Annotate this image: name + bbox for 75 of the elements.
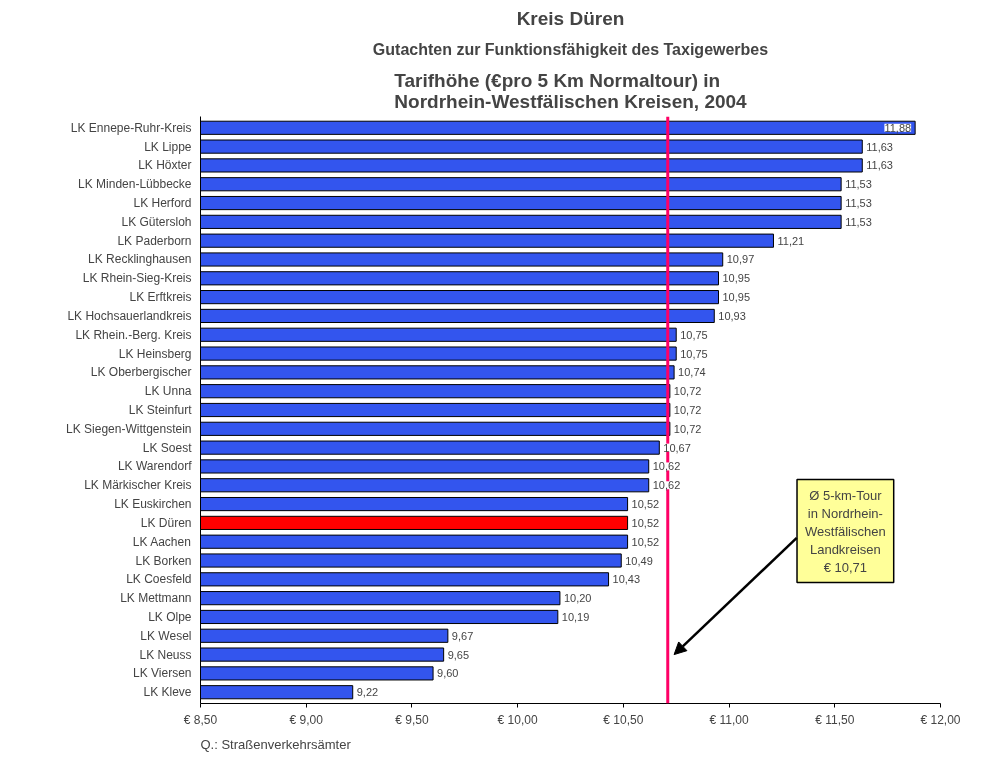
y-tick-label: LK Siegen-Wittgenstein [66,421,192,436]
y-tick-label: LK Ennepe-Ruhr-Kreis [70,120,192,135]
data-label: 10,95 [722,291,751,304]
y-tick-label: LK Mettmann [120,591,192,606]
data-label: 10,97 [726,253,755,266]
y-tick-label: LK Heinsberg [118,346,192,361]
y-tick-label: LK Lippe [144,139,192,154]
x-tick-label: € 12,00 [920,712,961,727]
x-tick-label: € 9,50 [395,712,429,727]
data-label: 10,52 [631,535,660,548]
data-label: 10,93 [718,309,746,322]
y-tick-label: LK Paderborn [117,233,192,248]
data-label: 10,72 [673,404,702,416]
y-tick-label: LK Wesel [140,628,192,643]
y-tick-label: LK Herford [133,196,192,211]
y-tick-label: LK Neuss [139,647,192,662]
data-label: 11,63 [866,140,893,153]
y-tick-label: LK Soest [142,440,193,455]
data-label: 10,49 [625,554,653,567]
data-label: 10,62 [652,479,681,492]
y-tick-label: LK Düren [140,515,192,530]
y-tick-label: LK Coesfeld [126,572,192,587]
data-label: 10,72 [673,385,702,398]
data-label: 10,19 [561,610,590,623]
data-label: 11,63 [866,159,893,172]
y-tick-label: LK Aachen [132,534,191,549]
y-tick-label: LK Viersen [133,666,192,681]
y-tick-label: LK Höxter [138,158,192,173]
y-tick-label: LK Gütersloh [121,214,192,229]
y-tick-label: LK Erftkreis [129,290,192,305]
data-label: 10,95 [722,272,751,285]
y-tick-label: LK Recklinghausen [88,252,192,267]
y-tick-label: LK Oberbergischer [90,365,192,380]
x-tick-label: € 11,50 [815,712,855,727]
data-label: 9,65 [447,648,470,661]
data-label: 9,22 [356,686,379,699]
data-label: 10,62 [652,460,681,473]
data-label: 11,88 [884,121,912,134]
y-tick-label: LK Rhein-Sieg-Kreis [82,271,192,286]
data-label: 9,67 [451,629,474,642]
data-label: 10,20 [563,592,592,605]
data-label: 10,43 [612,573,641,586]
ref-line-label: Ø 5-km-Tour in Nordrhein- Westfälischen Landkreisen € 10,71 [805,487,886,575]
x-tick-label: € 11,00 [709,712,749,727]
y-tick-label: LK Kleve [143,685,192,700]
data-label: 10,52 [631,516,660,529]
data-label: 11,53 [845,215,872,228]
data-label: 11,53 [845,178,872,191]
data-label: 10,75 [680,328,708,341]
y-tick-label: LK Euskirchen [114,497,192,512]
y-tick-label: LK Märkischer Kreis [84,478,192,493]
data-label: 10,74 [678,366,706,379]
text: Kreis Düren [516,7,625,29]
y-tick-label: LK Unna [144,384,192,399]
x-tick-label: € 9,00 [289,712,324,727]
x-tick-label: € 8,50 [183,712,218,727]
data-label: 10,52 [631,498,660,511]
data-label: 10,75 [680,347,708,360]
x-tick-label: € 10,50 [603,712,644,727]
x-tick-label: € 10,00 [497,712,538,727]
y-tick-label: LK Minden-Lübbecke [78,177,192,192]
data-label: 11,53 [845,197,872,210]
y-tick-label: LK Borken [135,553,192,568]
y-tick-label: LK Rhein.-Berg. Kreis [75,327,192,342]
y-tick-label: LK Warendorf [117,459,193,474]
y-tick-label: LK Hochsauerlandkreis [67,308,192,323]
data-label: 11,21 [777,234,805,247]
text: Q.: Straßenverkehrsämter [200,736,352,752]
chart-title: Tarifhöhe (€pro 5 Km Normaltour) in Nordrhein-Westfälischen Kreisen, 2004 [394,69,748,112]
data-label: 10,67 [663,441,691,454]
y-tick-label: LK Steinfurt [128,403,193,417]
y-tick-label: LK Olpe [148,609,192,624]
text: Gutachten zur Funktionsfähigkeit des Taxigewerbes [372,40,769,58]
data-label: 9,60 [437,667,459,680]
data-label: 10,72 [673,422,702,435]
